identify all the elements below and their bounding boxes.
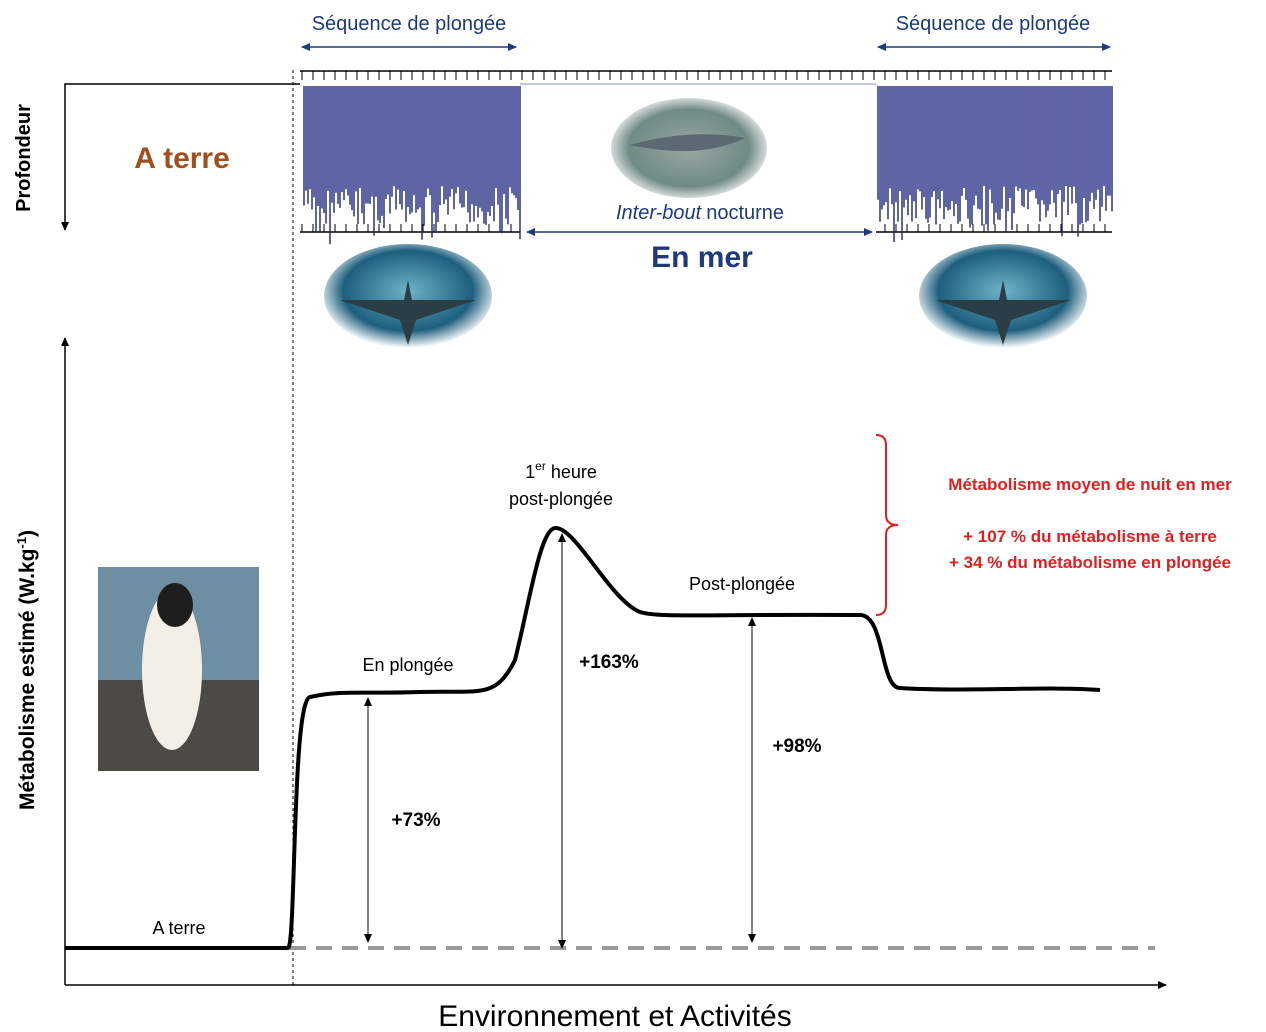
phase-label-part: heure	[546, 462, 597, 482]
depth-axis-label: Profondeur	[13, 104, 35, 212]
note-line: + 34 % du métabolisme en plongée	[949, 553, 1231, 572]
at-sea-title: En mer	[651, 241, 753, 274]
y-axis-label-end: )	[16, 530, 39, 537]
dive-sequence-label: Séquence de plongée	[312, 13, 507, 35]
phase-label: A terre	[152, 918, 205, 938]
phase-label: Post-plongée	[689, 574, 795, 594]
penguin-head	[157, 583, 193, 627]
inter-bout-italic: Inter-bout	[616, 202, 703, 224]
y-axis-label: Métabolisme estimé (W.kg-1)	[14, 530, 39, 810]
dive-sequence-label: Séquence de plongée	[896, 13, 1091, 35]
phase-label: post-plongée	[509, 489, 613, 509]
on-land-title: A terre	[134, 142, 230, 175]
phase-label: 1er heure	[525, 459, 597, 482]
note-line: + 107 % du métabolisme à terre	[963, 527, 1217, 546]
diagram: Séquence de plongée Séquence de plongée …	[0, 0, 1266, 1032]
percent-label: +98%	[772, 736, 821, 757]
percent-label: +163%	[579, 652, 639, 673]
inter-bout-rest: nocturne	[706, 202, 784, 224]
x-axis-label: Environnement et Activités	[438, 1000, 792, 1032]
y-axis-label-main: Métabolisme estimé (W.kg	[16, 549, 39, 810]
phase-label-sup: er	[535, 459, 546, 473]
phase-label-part: 1	[525, 462, 535, 482]
phase-label: En plongée	[362, 655, 453, 675]
note-title: Métabolisme moyen de nuit en mer	[948, 475, 1232, 494]
brace	[876, 435, 898, 615]
percent-label: +73%	[391, 810, 440, 831]
y-axis-label-sup: -1	[14, 537, 29, 549]
